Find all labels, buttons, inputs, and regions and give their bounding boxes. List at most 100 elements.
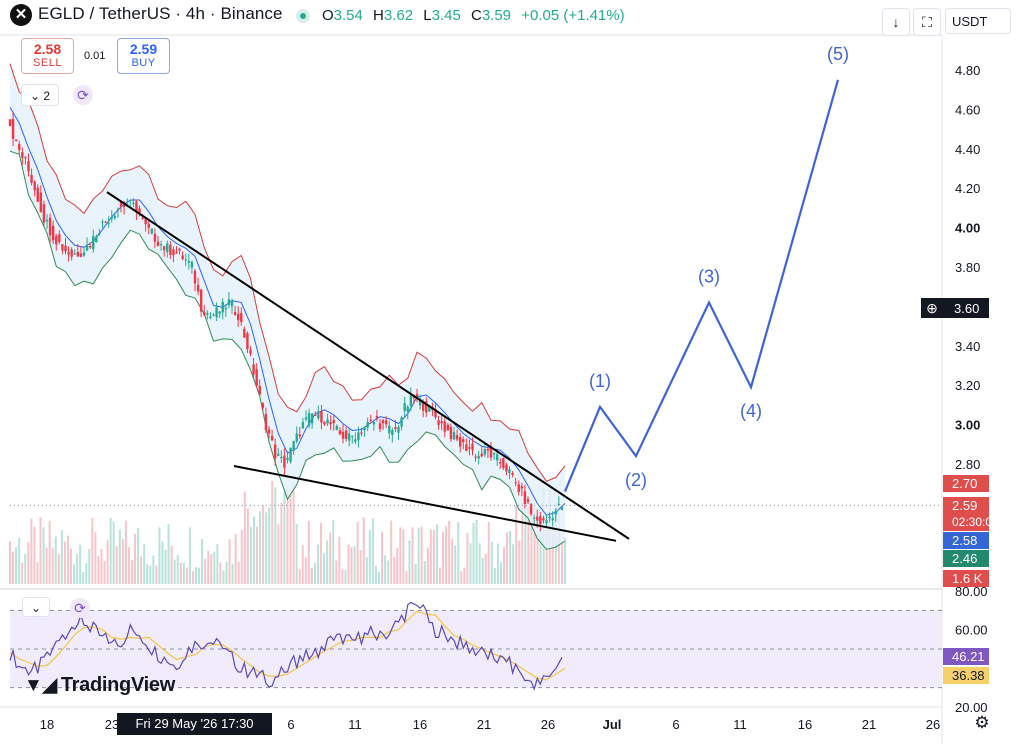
candle-body xyxy=(76,251,80,257)
candle-body xyxy=(104,221,107,223)
wave-label: (1) xyxy=(589,371,611,391)
volume-bar xyxy=(252,516,255,584)
volume-bar xyxy=(124,520,127,584)
volume-bar xyxy=(42,527,45,584)
candle-body xyxy=(332,419,335,424)
volume-bar xyxy=(12,551,15,584)
volume-bar xyxy=(408,540,411,584)
candle-body xyxy=(166,243,169,252)
volume-bar xyxy=(286,489,289,584)
volume-bar xyxy=(323,553,326,584)
volume-bar xyxy=(103,560,106,584)
volume-bar xyxy=(435,524,438,584)
candle-body xyxy=(384,420,388,425)
candle-body xyxy=(317,411,320,419)
rsi-line xyxy=(9,601,563,691)
candle-body xyxy=(289,447,292,462)
volume-bar xyxy=(301,545,304,584)
volume-bar xyxy=(448,520,451,584)
candle-body xyxy=(354,439,357,442)
volume-bar xyxy=(524,494,527,584)
price-label-text: 2.70 xyxy=(952,476,977,491)
volume-bar xyxy=(185,567,188,584)
candle-body xyxy=(138,208,141,215)
volume-bar xyxy=(496,543,499,584)
volume-bar xyxy=(335,560,338,584)
low-value: 3.45 xyxy=(431,7,461,24)
refresh-icon[interactable]: ⟳ xyxy=(73,85,93,105)
volume-bar xyxy=(460,571,463,584)
volume-bar xyxy=(359,549,362,584)
price-label-text: 2.59 xyxy=(952,498,977,513)
rsi-refresh-icon[interactable]: ⟳ xyxy=(70,598,90,618)
volume-bar xyxy=(204,558,207,584)
candle-body xyxy=(162,246,166,251)
gear-icon[interactable]: ⚙ xyxy=(974,713,990,732)
time-tick-label: 6 xyxy=(287,717,294,732)
volume-bar xyxy=(57,554,60,584)
currency-selector[interactable]: USDT xyxy=(945,8,1011,34)
volume-bar xyxy=(381,531,384,584)
volume-bar xyxy=(344,570,347,584)
download-icon[interactable]: ↓ xyxy=(882,8,910,36)
volume-bar xyxy=(280,502,283,584)
buy-button[interactable]: 2.59 BUY xyxy=(117,38,170,74)
candle-body xyxy=(443,421,446,432)
indicators-collapse-button[interactable]: ⌄ 2 xyxy=(21,84,59,106)
candle-body xyxy=(116,209,120,211)
volume-bar xyxy=(451,538,454,584)
candle-body xyxy=(27,161,30,172)
crosshair-price-box xyxy=(943,298,989,318)
volume-bar xyxy=(79,544,82,584)
candle-body xyxy=(255,369,258,386)
candle-body xyxy=(310,413,314,424)
volume-bar xyxy=(347,544,350,584)
candle-body xyxy=(55,236,58,245)
candle-body xyxy=(551,518,554,521)
symbol-title[interactable]: EGLD / TetherUS · 4h · Binance xyxy=(38,4,283,23)
volume-bar xyxy=(176,554,179,584)
time-tick-label: 16 xyxy=(413,717,427,732)
candle-body xyxy=(440,421,443,424)
volume-bar xyxy=(515,504,518,584)
resistance-trendline xyxy=(106,191,630,540)
candle-body xyxy=(61,244,64,251)
rsi-tick-label: 60.00 xyxy=(955,623,988,638)
candle-body xyxy=(542,518,545,521)
volume-bar xyxy=(9,541,11,584)
volume-bar xyxy=(332,520,335,584)
rsi-collapse-button[interactable]: ⌄ xyxy=(22,597,50,617)
spread-value: 0.01 xyxy=(84,50,106,62)
volume-bar xyxy=(466,532,469,584)
candle-body xyxy=(480,453,483,457)
volume-bar xyxy=(521,502,524,584)
candle-body xyxy=(381,420,385,424)
candle-body xyxy=(505,464,508,472)
volume-bar xyxy=(353,546,356,584)
volume-bar xyxy=(396,548,399,584)
trendlines[interactable] xyxy=(106,191,630,542)
fullscreen-icon[interactable]: ⛶ xyxy=(913,8,941,36)
elliott-wave-projection[interactable]: (1) (2) (3) (4) (5) xyxy=(563,44,849,493)
candle-body xyxy=(119,202,123,207)
candle-body xyxy=(277,453,280,456)
sell-button[interactable]: 2.58 SELL xyxy=(21,38,74,74)
time-tick-label: 23 xyxy=(105,717,119,732)
candle-body xyxy=(323,421,326,425)
candle-body xyxy=(92,235,95,250)
candle-body xyxy=(508,469,511,473)
candle-body xyxy=(351,435,354,437)
candle-body xyxy=(428,405,431,412)
volume-bar xyxy=(188,527,191,584)
candle-body xyxy=(409,395,413,406)
candle-body xyxy=(536,516,539,521)
price-tick-label: 3.40 xyxy=(955,339,980,354)
volume-bar xyxy=(463,567,466,584)
rsi-ma-line xyxy=(9,610,566,681)
candle-body xyxy=(499,462,502,464)
market-open-icon xyxy=(296,9,310,23)
volume-bar xyxy=(246,508,249,584)
volume-bar xyxy=(130,560,133,584)
crosshair-plus-icon[interactable]: ⊕ xyxy=(921,298,943,318)
